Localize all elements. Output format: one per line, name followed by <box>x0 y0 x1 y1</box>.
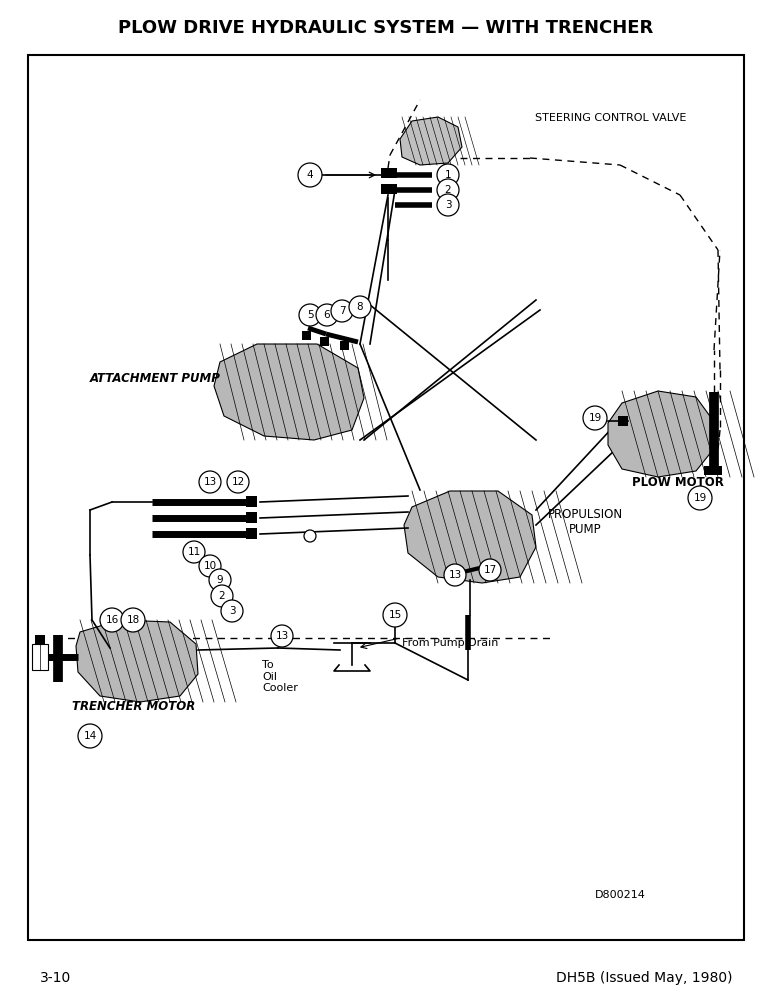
Circle shape <box>227 471 249 493</box>
Circle shape <box>316 304 338 326</box>
Text: 1: 1 <box>445 170 452 180</box>
Text: 18: 18 <box>127 615 140 625</box>
Text: 3: 3 <box>445 200 452 210</box>
Text: ATTACHMENT PUMP: ATTACHMENT PUMP <box>90 371 221 384</box>
Text: 16: 16 <box>105 615 119 625</box>
Circle shape <box>100 608 124 632</box>
Text: 15: 15 <box>388 610 401 620</box>
Polygon shape <box>404 491 536 583</box>
Circle shape <box>199 471 221 493</box>
Bar <box>302 331 311 340</box>
Text: 2: 2 <box>445 185 452 195</box>
Text: 9: 9 <box>217 575 223 585</box>
Text: PLOW DRIVE HYDRAULIC SYSTEM — WITH TRENCHER: PLOW DRIVE HYDRAULIC SYSTEM — WITH TRENC… <box>118 19 654 37</box>
Circle shape <box>688 486 712 510</box>
Circle shape <box>304 530 316 542</box>
Text: PLOW MOTOR: PLOW MOTOR <box>632 476 724 488</box>
Text: 10: 10 <box>204 561 217 571</box>
Circle shape <box>444 564 466 586</box>
Circle shape <box>121 608 145 632</box>
Circle shape <box>583 406 607 430</box>
Bar <box>381 168 397 178</box>
Circle shape <box>211 585 233 607</box>
Text: 19: 19 <box>588 413 601 423</box>
Bar <box>340 341 349 350</box>
Text: 13: 13 <box>449 570 462 580</box>
Circle shape <box>271 625 293 647</box>
Text: 3-10: 3-10 <box>40 971 71 985</box>
Text: 8: 8 <box>357 302 364 312</box>
Text: STEERING CONTROL VALVE: STEERING CONTROL VALVE <box>535 113 686 123</box>
Text: DH5B (Issued May, 1980): DH5B (Issued May, 1980) <box>556 971 732 985</box>
Polygon shape <box>76 620 198 702</box>
Circle shape <box>221 600 243 622</box>
Bar <box>618 416 628 426</box>
Text: From Pump Drain: From Pump Drain <box>402 638 499 648</box>
Text: 13: 13 <box>203 477 217 487</box>
Text: D800214: D800214 <box>594 890 645 900</box>
Bar <box>704 466 722 475</box>
Bar <box>246 528 257 539</box>
Text: 13: 13 <box>276 631 289 641</box>
Bar <box>320 337 329 346</box>
Polygon shape <box>400 117 462 165</box>
Text: TRENCHER MOTOR: TRENCHER MOTOR <box>72 700 195 712</box>
Text: 17: 17 <box>483 565 496 575</box>
Text: 5: 5 <box>306 310 313 320</box>
Circle shape <box>349 296 371 318</box>
Text: PROPULSION
PUMP: PROPULSION PUMP <box>548 508 623 536</box>
Bar <box>28 55 744 940</box>
Bar <box>381 184 397 194</box>
Bar <box>32 644 48 670</box>
Circle shape <box>183 541 205 563</box>
Bar <box>246 496 257 507</box>
Circle shape <box>437 179 459 201</box>
Text: 4: 4 <box>306 170 313 180</box>
Circle shape <box>479 559 501 581</box>
Circle shape <box>209 569 231 591</box>
Circle shape <box>199 555 221 577</box>
Circle shape <box>437 164 459 186</box>
Text: 11: 11 <box>188 547 201 557</box>
Text: 6: 6 <box>323 310 330 320</box>
Bar <box>246 512 257 523</box>
Circle shape <box>437 194 459 216</box>
Text: To
Oil
Cooler: To Oil Cooler <box>262 660 298 693</box>
Text: 14: 14 <box>83 731 96 741</box>
Circle shape <box>331 300 353 322</box>
Circle shape <box>298 163 322 187</box>
Text: 7: 7 <box>339 306 345 316</box>
Polygon shape <box>608 391 712 477</box>
Text: 2: 2 <box>218 591 225 601</box>
Circle shape <box>78 724 102 748</box>
Polygon shape <box>214 344 364 440</box>
Circle shape <box>299 304 321 326</box>
Text: 3: 3 <box>229 606 235 616</box>
Text: 19: 19 <box>693 493 706 503</box>
Text: 12: 12 <box>232 477 245 487</box>
Circle shape <box>383 603 407 627</box>
Bar <box>35 635 45 644</box>
